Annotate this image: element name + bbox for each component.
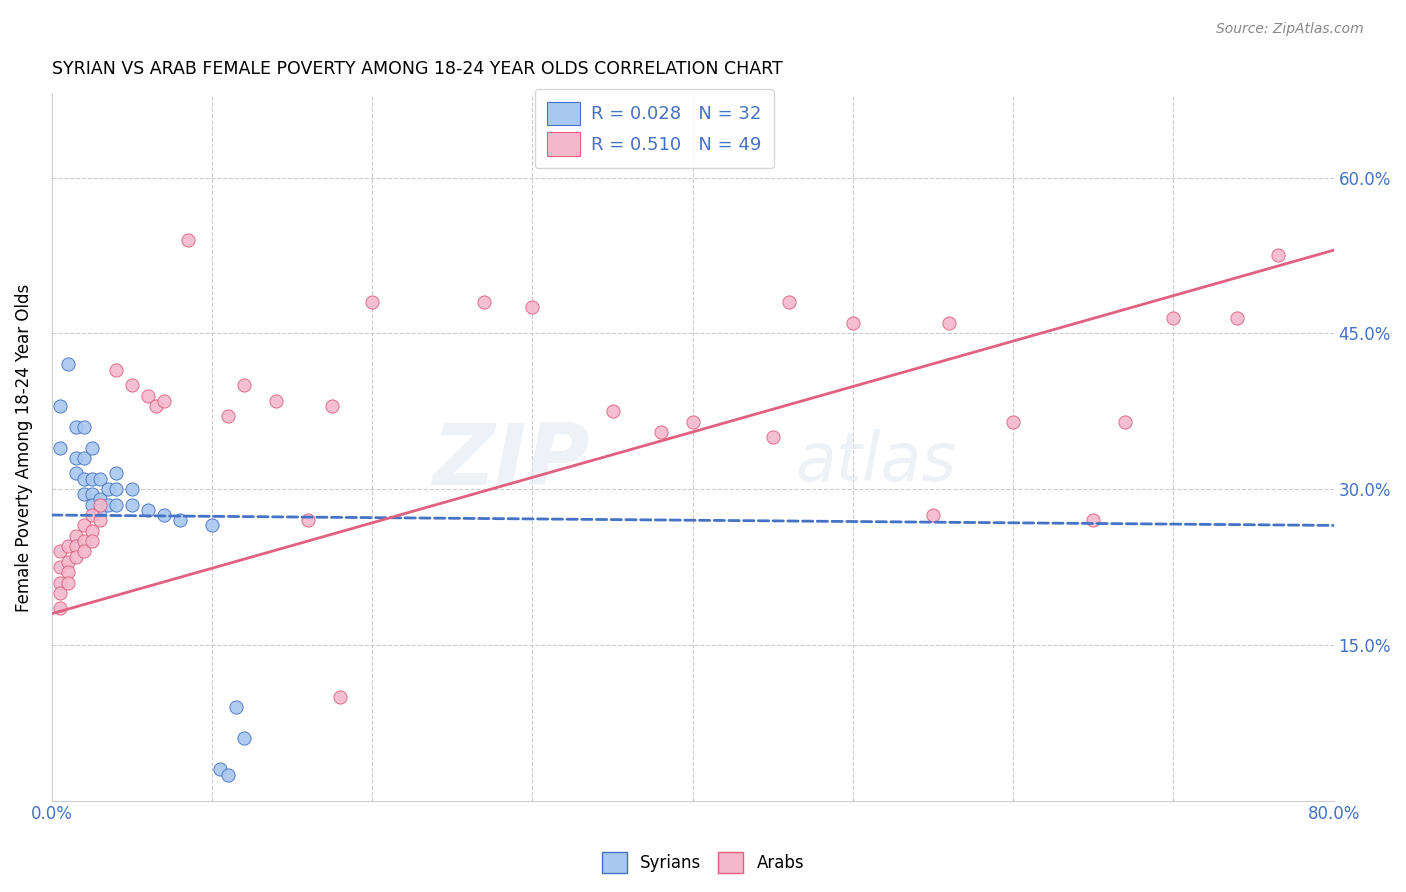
Point: [1114, 415, 1136, 429]
Point: [80, 487, 103, 501]
Point: [65, 467, 87, 481]
Point: [80, 472, 103, 486]
Point: [169, 513, 191, 527]
Point: [177, 233, 200, 247]
Point: [56, 358, 79, 372]
Point: [650, 425, 672, 439]
Point: [104, 467, 127, 481]
Point: [104, 498, 127, 512]
Legend: R = 0.028   N = 32, R = 0.510   N = 49: R = 0.028 N = 32, R = 0.510 N = 49: [534, 89, 773, 169]
Y-axis label: Female Poverty Among 18-24 Year Olds: Female Poverty Among 18-24 Year Olds: [15, 284, 32, 612]
Point: [233, 378, 256, 392]
Point: [73, 487, 96, 501]
Text: atlas: atlas: [796, 429, 956, 495]
Point: [1002, 415, 1025, 429]
Point: [153, 508, 176, 522]
Point: [97, 498, 120, 512]
Point: [121, 482, 143, 496]
Point: [73, 518, 96, 533]
Point: [922, 508, 945, 522]
Point: [89, 503, 111, 517]
Point: [80, 533, 103, 548]
Point: [778, 295, 800, 310]
Point: [65, 450, 87, 465]
Text: SYRIAN VS ARAB FEMALE POVERTY AMONG 18-24 YEAR OLDS CORRELATION CHART: SYRIAN VS ARAB FEMALE POVERTY AMONG 18-2…: [52, 60, 783, 78]
Point: [89, 513, 111, 527]
Point: [49, 601, 72, 615]
Point: [56, 575, 79, 590]
Legend: Syrians, Arabs: Syrians, Arabs: [595, 846, 811, 880]
Point: [65, 549, 87, 564]
Point: [121, 378, 143, 392]
Point: [73, 533, 96, 548]
Point: [121, 498, 143, 512]
Point: [329, 690, 352, 704]
Point: [153, 393, 176, 408]
Point: [217, 767, 239, 781]
Point: [938, 316, 960, 330]
Point: [145, 399, 167, 413]
Point: [842, 316, 865, 330]
Point: [1226, 310, 1249, 325]
Point: [49, 575, 72, 590]
Point: [80, 441, 103, 455]
Point: [56, 539, 79, 553]
Point: [361, 295, 384, 310]
Point: [682, 415, 704, 429]
Point: [104, 482, 127, 496]
Point: [73, 450, 96, 465]
Point: [1267, 248, 1289, 262]
Point: [80, 524, 103, 538]
Point: [73, 419, 96, 434]
Point: [201, 518, 224, 533]
Point: [65, 529, 87, 543]
Point: [49, 544, 72, 558]
Point: [89, 498, 111, 512]
Point: [208, 763, 231, 777]
Text: Source: ZipAtlas.com: Source: ZipAtlas.com: [1216, 22, 1364, 37]
Point: [225, 700, 247, 714]
Point: [474, 295, 496, 310]
Point: [1163, 310, 1185, 325]
Point: [762, 430, 785, 444]
Point: [321, 399, 343, 413]
Point: [56, 565, 79, 579]
Point: [136, 503, 159, 517]
Point: [264, 393, 287, 408]
Point: [49, 586, 72, 600]
Point: [56, 555, 79, 569]
Point: [297, 513, 319, 527]
Point: [80, 498, 103, 512]
Point: [80, 508, 103, 522]
Point: [602, 404, 624, 418]
Point: [89, 492, 111, 507]
Point: [217, 409, 239, 424]
Point: [522, 301, 544, 315]
Point: [104, 362, 127, 376]
Point: [49, 441, 72, 455]
Point: [73, 472, 96, 486]
Point: [1083, 513, 1105, 527]
Point: [65, 539, 87, 553]
Point: [89, 472, 111, 486]
Point: [97, 482, 120, 496]
Point: [49, 399, 72, 413]
Point: [233, 731, 256, 746]
Point: [136, 388, 159, 402]
Point: [49, 560, 72, 574]
Point: [73, 544, 96, 558]
Text: ZIP: ZIP: [433, 420, 591, 503]
Point: [65, 419, 87, 434]
